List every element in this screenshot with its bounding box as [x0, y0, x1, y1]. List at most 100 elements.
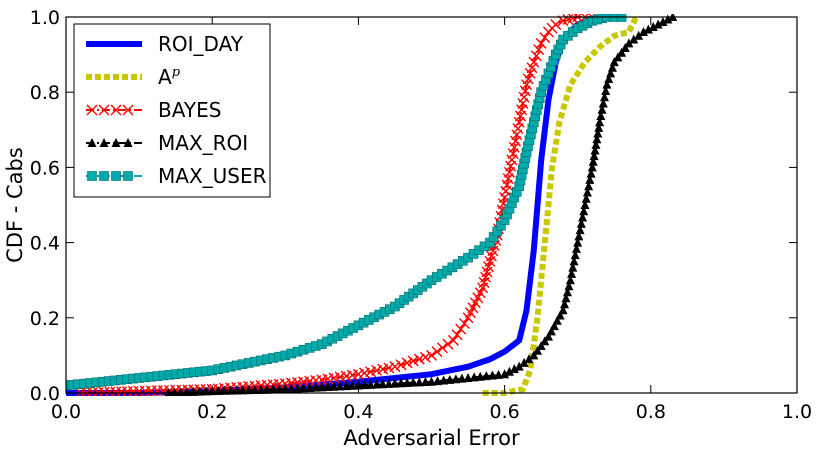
series-marker-3 — [600, 92, 610, 102]
series-marker-3 — [576, 218, 586, 228]
series-marker-3 — [292, 383, 302, 393]
series-marker-2 — [407, 355, 419, 367]
legend-item-3: MAX_ROI — [86, 131, 248, 155]
series-marker-3 — [587, 162, 597, 172]
series-marker-3 — [561, 293, 571, 303]
series-marker-3 — [427, 376, 436, 386]
series-marker-3 — [384, 378, 394, 388]
series-marker-3 — [280, 384, 290, 394]
series-marker-3 — [564, 281, 574, 291]
y-tick-label: 1.0 — [30, 7, 60, 29]
series-marker-3 — [262, 384, 272, 394]
series-marker-3 — [607, 62, 617, 72]
y-axis-label: CDF - Cabs — [3, 147, 27, 263]
series-marker-3 — [580, 200, 590, 209]
legend-label-2: BAYES — [158, 98, 221, 122]
legend-marker-3 — [99, 138, 109, 147]
series-marker-3 — [658, 17, 668, 27]
series-marker-3 — [588, 156, 598, 166]
series-marker-2 — [535, 37, 547, 49]
x-tick-label: 1.0 — [782, 401, 812, 423]
series-marker-2 — [442, 338, 454, 350]
series-marker-3 — [582, 187, 592, 197]
series-marker-3 — [598, 98, 608, 108]
series-marker-3 — [565, 275, 575, 285]
series-marker-2 — [451, 329, 463, 341]
legend-marker-4 — [111, 171, 121, 181]
series-marker-3 — [188, 386, 198, 396]
series-marker-3 — [606, 68, 616, 78]
x-tick-label: 0.4 — [343, 401, 373, 423]
series-marker-3 — [604, 74, 614, 84]
series-marker-3 — [596, 111, 606, 121]
series-marker-3 — [638, 27, 648, 37]
series-marker-2 — [539, 32, 551, 44]
series-marker-3 — [584, 181, 594, 191]
series-4 — [66, 14, 627, 391]
series-marker-3 — [629, 34, 639, 44]
series-marker-3 — [571, 243, 581, 253]
series-marker-3 — [451, 374, 461, 384]
y-tick-label: 0.2 — [30, 308, 60, 330]
series-marker-3 — [575, 225, 585, 235]
series-marker-2 — [431, 346, 443, 358]
series-marker-3 — [543, 331, 553, 341]
series-marker-2 — [401, 357, 413, 369]
series-marker-3 — [420, 377, 430, 387]
legend-marker-3 — [123, 138, 133, 147]
legend-label-superscript: p — [172, 65, 181, 80]
series-marker-3 — [286, 383, 296, 393]
series-marker-3 — [176, 387, 186, 396]
series-marker-3 — [595, 117, 605, 127]
series-marker-3 — [164, 388, 173, 396]
series-marker-3 — [487, 370, 497, 380]
series-marker-3 — [311, 382, 321, 392]
series-marker-3 — [549, 321, 559, 331]
series-marker-3 — [232, 385, 242, 395]
y-tick-label: 0.0 — [30, 383, 60, 405]
series-marker-3 — [366, 379, 376, 389]
series-marker-2 — [395, 359, 407, 371]
series-marker-3 — [329, 381, 339, 391]
legend-marker-2 — [110, 104, 122, 116]
legend-label-0: ROI_DAY — [158, 32, 244, 56]
y-tick-label: 0.6 — [30, 157, 60, 179]
series-marker-2 — [533, 44, 545, 56]
series-marker-3 — [372, 379, 382, 389]
series-marker-2 — [458, 317, 470, 329]
x-tick-label: 0.8 — [636, 401, 666, 423]
series-marker-3 — [546, 326, 556, 336]
legend-label-4: MAX_USER — [158, 164, 267, 188]
series-marker-3 — [408, 377, 418, 387]
series-marker-3 — [653, 19, 663, 29]
series-marker-3 — [445, 374, 455, 384]
series-marker-3 — [558, 305, 568, 315]
series-marker-3 — [602, 79, 612, 89]
series-marker-3 — [593, 128, 603, 138]
series-marker-3 — [634, 30, 644, 40]
series-marker-3 — [578, 212, 588, 222]
legend-marker-2 — [122, 104, 134, 116]
series-marker-3 — [439, 375, 449, 385]
series-marker-3 — [601, 85, 611, 95]
series-marker-3 — [573, 237, 583, 247]
series-marker-3 — [390, 378, 400, 388]
series-marker-2 — [528, 56, 540, 68]
series-marker-3 — [268, 384, 278, 394]
series-marker-3 — [256, 384, 266, 394]
series-marker-3 — [323, 382, 333, 392]
legend-marker-4 — [99, 171, 109, 181]
series-marker-3 — [568, 262, 578, 272]
x-tick-label: 0.2 — [197, 401, 227, 423]
plot-frame — [65, 16, 798, 394]
series-marker-2 — [426, 349, 437, 361]
x-tick-label: 0.0 — [51, 401, 81, 423]
series-marker-2 — [389, 361, 401, 373]
series-marker-3 — [359, 380, 369, 390]
legend-marker-3 — [87, 138, 97, 147]
series-marker-3 — [574, 231, 584, 241]
series-marker-3 — [170, 387, 179, 396]
series-marker-3 — [536, 341, 546, 350]
